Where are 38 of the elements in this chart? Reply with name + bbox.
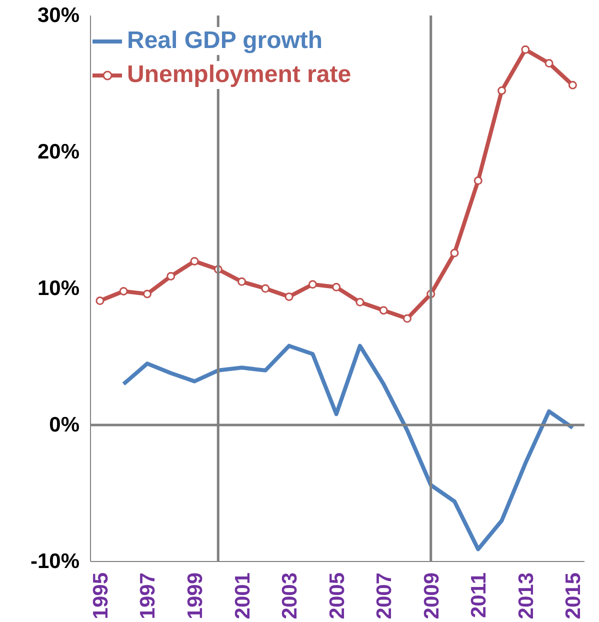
x-tick-label: 1999: [184, 572, 207, 620]
y-tick-label: 10%: [37, 277, 80, 300]
point: [474, 176, 482, 185]
x-tick-label: 1995: [89, 572, 112, 620]
y-tick-label: 0%: [49, 414, 80, 436]
y-tick-label: 30%: [37, 4, 80, 27]
point: [379, 306, 388, 315]
x-tick-label: 2005: [326, 572, 349, 620]
x-tick-label: 2007: [373, 572, 396, 620]
x-tick-label: 2009: [420, 572, 444, 620]
x-tick-label: 2001: [231, 572, 254, 620]
point: [142, 290, 152, 298]
point: [544, 59, 554, 68]
y-tick-label: 20%: [37, 140, 80, 164]
legend-label: Real GDP growth: [127, 27, 323, 55]
legend-label: Unemployment rate: [127, 61, 352, 89]
x-tick-label: 2013: [514, 572, 538, 620]
point: [238, 277, 246, 286]
point: [498, 86, 506, 95]
x-tick-label: 1997: [136, 572, 160, 620]
line-series: [122, 344, 575, 552]
point: [284, 292, 294, 301]
point: [119, 286, 128, 296]
point: [261, 284, 270, 293]
point: [308, 280, 317, 289]
x-tick-label: 2003: [278, 572, 302, 620]
y-tick-label: -10%: [30, 550, 80, 573]
point: [568, 80, 577, 90]
point: [332, 282, 341, 292]
point: [190, 256, 199, 266]
point: [521, 45, 530, 54]
point: [166, 272, 176, 280]
point: [450, 248, 459, 258]
point: [96, 296, 104, 306]
x-tick-label: 2011: [468, 572, 491, 618]
point: [356, 298, 364, 306]
point: [402, 314, 412, 323]
x-tick-label: 2015: [562, 572, 586, 620]
